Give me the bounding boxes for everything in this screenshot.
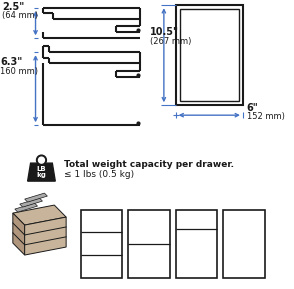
Polygon shape [25,217,66,255]
Text: (64 mm): (64 mm) [2,11,38,20]
Bar [81,210,122,278]
Text: ≤ 1 lbs (0.5 kg): ≤ 1 lbs (0.5 kg) [64,170,134,179]
Polygon shape [13,205,66,225]
Polygon shape [15,203,38,212]
Text: 2.5": 2.5" [2,2,24,12]
Text: 160 mm): 160 mm) [0,67,38,76]
Text: 6": 6" [247,103,258,113]
Bar [128,210,170,278]
Text: LB: LB [37,166,46,172]
Polygon shape [28,161,55,181]
Polygon shape [20,198,42,207]
Polygon shape [13,213,25,255]
Text: 152 mm): 152 mm) [247,112,285,121]
Bar [176,210,217,278]
Circle shape [39,157,44,163]
Text: (267 mm): (267 mm) [150,37,191,46]
Bar [176,5,243,105]
Text: kg: kg [36,172,46,178]
Bar [180,9,239,101]
Bar [223,210,265,278]
Polygon shape [25,193,47,202]
Text: 6.3": 6.3" [0,57,22,67]
Text: Total weight capacity per drawer.: Total weight capacity per drawer. [64,160,234,169]
Circle shape [36,155,46,165]
Text: 10.5": 10.5" [150,27,179,37]
